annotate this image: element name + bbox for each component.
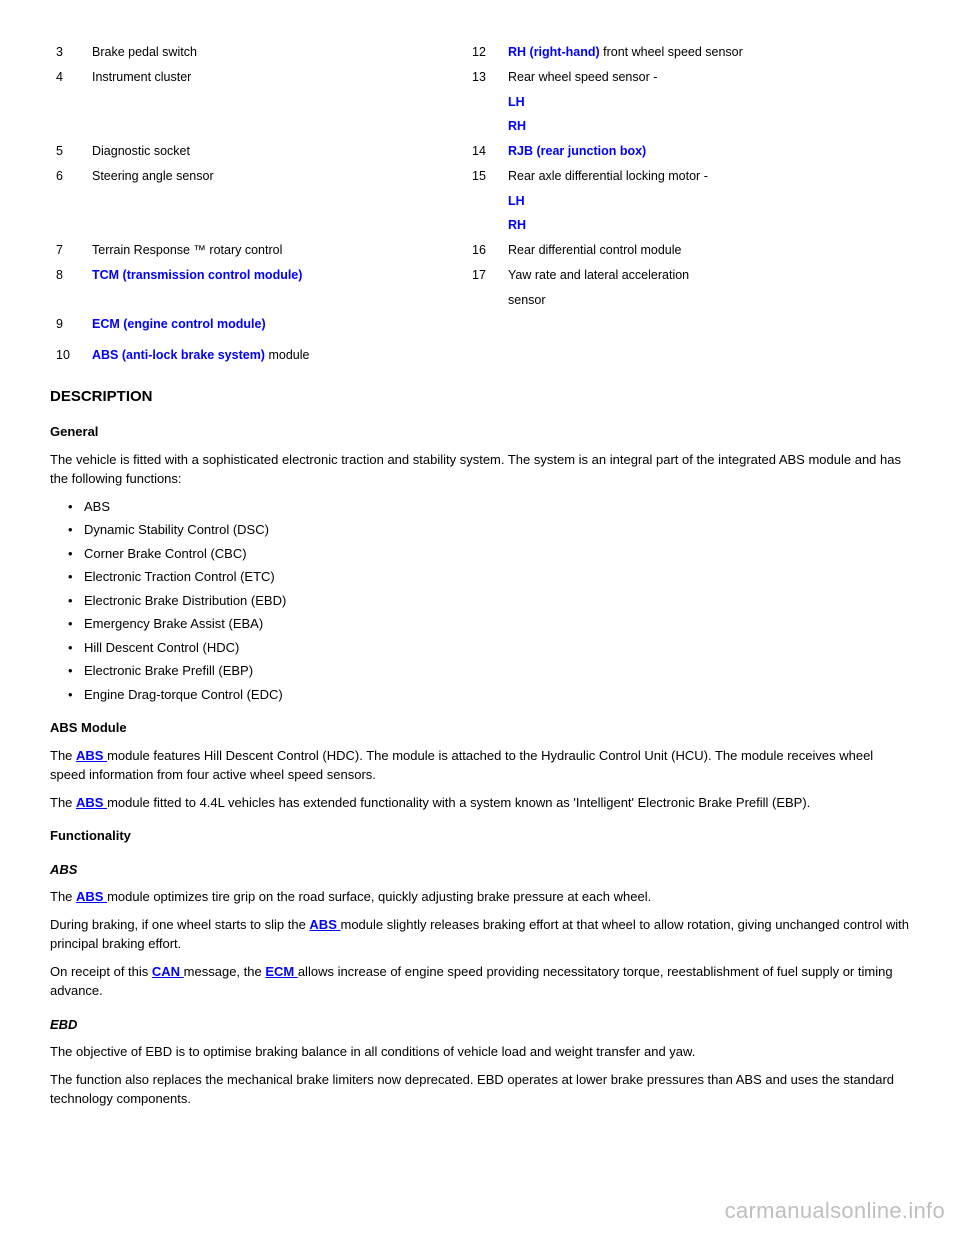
cell: ECM (engine control module): [86, 312, 466, 337]
general-heading: General: [50, 422, 910, 442]
text: module: [265, 348, 309, 362]
ecm-link[interactable]: ECM (engine control module): [92, 317, 266, 331]
abs-link-2[interactable]: ABS: [76, 795, 107, 810]
list-item: •Corner Brake Control (CBC): [68, 544, 910, 564]
cell: Rear wheel speed sensor -: [502, 65, 910, 90]
cell: 14: [466, 139, 502, 164]
abs-link-1[interactable]: ABS: [76, 748, 107, 763]
list-item: •ABS: [68, 497, 910, 517]
rh-link[interactable]: RH (right-hand): [508, 45, 600, 59]
cell: 3: [50, 40, 86, 65]
lh-link[interactable]: LH: [508, 95, 525, 109]
cell: 9: [50, 312, 86, 337]
cell: 12: [466, 40, 502, 65]
cell: Terrain Response ™ rotary control: [86, 238, 466, 263]
cell: RH (right-hand) front wheel speed sensor: [502, 40, 910, 65]
lh-link-2[interactable]: LH: [508, 194, 525, 208]
ebd-para-1: The objective of EBD is to optimise brak…: [50, 1042, 910, 1062]
cell: 13: [466, 65, 502, 90]
cell: Rear differential control module: [502, 238, 910, 263]
cell: RJB (rear junction box): [502, 139, 910, 164]
ebd-heading: EBD: [50, 1015, 910, 1035]
text: front wheel speed sensor: [600, 45, 743, 59]
cell: Yaw rate and lateral acceleration: [502, 263, 910, 288]
cell: 7: [50, 238, 86, 263]
rh-link-3[interactable]: RH: [508, 218, 526, 232]
cell: RH: [502, 213, 910, 238]
list-item: •Engine Drag-torque Control (EDC): [68, 685, 910, 705]
cell: Instrument cluster: [86, 65, 466, 90]
cell: 15: [466, 164, 502, 189]
functions-list: •ABS •Dynamic Stability Control (DSC) •C…: [68, 497, 910, 705]
cell: LH: [502, 189, 910, 214]
abs-para-1: The ABS module optimizes tire grip on th…: [50, 887, 910, 907]
cell: RH: [502, 114, 910, 139]
cell: 10: [50, 343, 86, 368]
tcm-link[interactable]: TCM (transmission control module): [92, 268, 302, 282]
list-item: •Electronic Brake Distribution (EBD): [68, 591, 910, 611]
watermark: carmanualsonline.info: [725, 1194, 945, 1227]
cell: 6: [50, 164, 86, 189]
rjb-link[interactable]: RJB (rear junction box): [508, 144, 646, 158]
abs-module-heading: ABS Module: [50, 718, 910, 738]
cell: Steering angle sensor: [86, 164, 466, 189]
cell: Brake pedal switch: [86, 40, 466, 65]
cell: sensor: [502, 288, 910, 313]
ebd-para-2: The function also replaces the mechanica…: [50, 1070, 910, 1109]
can-para: On receipt of this CAN message, the ECM …: [50, 962, 910, 1001]
cell: TCM (transmission control module): [86, 263, 466, 288]
abs-module-para-2: The ABS module fitted to 4.4L vehicles h…: [50, 793, 910, 813]
abs-link-3[interactable]: ABS: [76, 889, 107, 904]
cell: 8: [50, 263, 86, 288]
cell: 16: [466, 238, 502, 263]
list-item: •Dynamic Stability Control (DSC): [68, 520, 910, 540]
list-item: •Electronic Brake Prefill (EBP): [68, 661, 910, 681]
cell: Diagnostic socket: [86, 139, 466, 164]
abs-sub-heading: ABS: [50, 860, 910, 880]
functionality-heading: Functionality: [50, 826, 910, 846]
abs-link-legend[interactable]: ABS (anti-lock brake system): [92, 348, 265, 362]
abs-para-2: During braking, if one wheel starts to s…: [50, 915, 910, 954]
list-item: •Electronic Traction Control (ETC): [68, 567, 910, 587]
list-item: •Emergency Brake Assist (EBA): [68, 614, 910, 634]
ecm-link-2[interactable]: ECM: [265, 964, 298, 979]
description-heading: DESCRIPTION: [50, 386, 910, 409]
general-paragraph: The vehicle is fitted with a sophisticat…: [50, 450, 910, 489]
abs-module-para-1: The ABS module features Hill Descent Con…: [50, 746, 910, 785]
cell: LH: [502, 90, 910, 115]
can-link[interactable]: CAN: [152, 964, 184, 979]
list-item: •Hill Descent Control (HDC): [68, 638, 910, 658]
cell: ABS (anti-lock brake system) module: [86, 343, 466, 368]
abs-link-4[interactable]: ABS: [309, 917, 340, 932]
cell: 4: [50, 65, 86, 90]
cell: Rear axle differential locking motor -: [502, 164, 910, 189]
legend-table: 3 Brake pedal switch 12 RH (right-hand) …: [50, 40, 910, 368]
rh-link-2[interactable]: RH: [508, 119, 526, 133]
cell: 17: [466, 263, 502, 288]
cell: 5: [50, 139, 86, 164]
